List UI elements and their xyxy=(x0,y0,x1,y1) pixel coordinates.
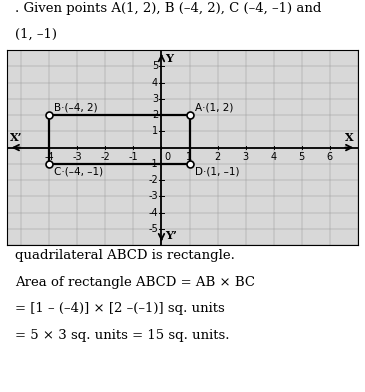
Text: -3: -3 xyxy=(149,191,158,201)
Text: 3: 3 xyxy=(242,152,249,162)
Text: quadrilateral ABCD is rectangle.: quadrilateral ABCD is rectangle. xyxy=(15,249,234,262)
Text: 0: 0 xyxy=(165,152,171,162)
Text: A·(1, 2): A·(1, 2) xyxy=(195,102,233,112)
Text: 5: 5 xyxy=(299,152,305,162)
Text: 4: 4 xyxy=(270,152,277,162)
Text: Y’: Y’ xyxy=(165,230,177,241)
Text: 1: 1 xyxy=(152,126,158,136)
Text: = [1 – (–4)] × [2 –(–1)] sq. units: = [1 – (–4)] × [2 –(–1)] sq. units xyxy=(15,302,224,315)
Text: 2: 2 xyxy=(152,110,158,120)
Text: -3: -3 xyxy=(73,152,82,162)
Text: 4: 4 xyxy=(152,78,158,88)
Text: Area of rectangle ABCD = AB × BC: Area of rectangle ABCD = AB × BC xyxy=(15,276,255,289)
Text: 5: 5 xyxy=(152,62,158,71)
Text: C·(–4, –1): C·(–4, –1) xyxy=(54,167,104,177)
Text: 6: 6 xyxy=(327,152,333,162)
Text: X’: X’ xyxy=(9,132,22,143)
Text: -4: -4 xyxy=(45,152,54,162)
Text: B·(–4, 2): B·(–4, 2) xyxy=(54,102,98,112)
Text: -1: -1 xyxy=(128,152,138,162)
Text: 1: 1 xyxy=(187,152,193,162)
Text: = 5 × 3 sq. units = 15 sq. units.: = 5 × 3 sq. units = 15 sq. units. xyxy=(15,329,229,342)
Text: -5: -5 xyxy=(148,224,158,234)
Text: 3: 3 xyxy=(152,94,158,104)
Text: X: X xyxy=(345,132,353,143)
Text: 2: 2 xyxy=(214,152,221,162)
Text: -2: -2 xyxy=(148,175,158,185)
Text: D·(1, –1): D·(1, –1) xyxy=(195,167,239,177)
Text: -4: -4 xyxy=(149,207,158,218)
Text: Y: Y xyxy=(165,53,173,64)
Text: -1: -1 xyxy=(149,159,158,169)
Text: -2: -2 xyxy=(100,152,110,162)
Text: (1, –1): (1, –1) xyxy=(15,27,57,40)
Text: . Given points A(1, 2), B (–4, 2), C (–4, –1) and: . Given points A(1, 2), B (–4, 2), C (–4… xyxy=(15,2,321,15)
